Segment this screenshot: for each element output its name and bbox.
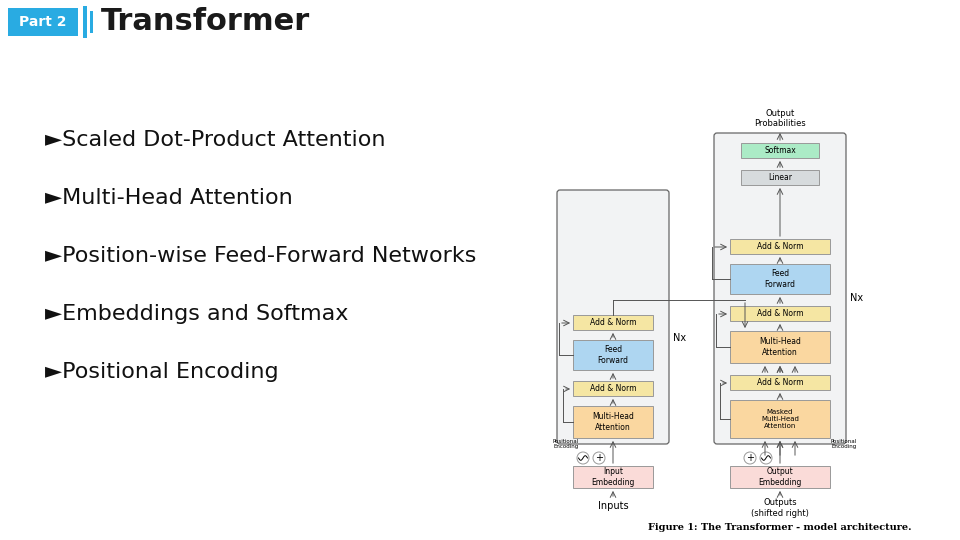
Text: Add & Norm: Add & Norm <box>756 309 804 318</box>
FancyBboxPatch shape <box>741 170 819 185</box>
FancyBboxPatch shape <box>714 133 846 444</box>
FancyBboxPatch shape <box>83 6 87 38</box>
Text: Add & Norm: Add & Norm <box>756 378 804 387</box>
Text: +: + <box>746 453 754 463</box>
Text: Inputs: Inputs <box>598 501 628 511</box>
Text: ►Positional Encoding: ►Positional Encoding <box>45 362 278 382</box>
FancyBboxPatch shape <box>573 381 653 396</box>
FancyBboxPatch shape <box>8 8 78 36</box>
Text: Nx: Nx <box>673 333 686 343</box>
Text: ►Scaled Dot-Product Attention: ►Scaled Dot-Product Attention <box>45 130 386 150</box>
Text: Add & Norm: Add & Norm <box>589 384 636 393</box>
Text: Positional
Encoding: Positional Encoding <box>553 438 579 449</box>
Text: Multi-Head
Attention: Multi-Head Attention <box>759 338 801 357</box>
Circle shape <box>577 452 589 464</box>
FancyBboxPatch shape <box>730 331 830 363</box>
Text: Multi-Head
Attention: Multi-Head Attention <box>592 413 634 431</box>
FancyBboxPatch shape <box>573 466 653 488</box>
FancyBboxPatch shape <box>730 264 830 294</box>
Text: Feed
Forward: Feed Forward <box>597 345 629 364</box>
FancyBboxPatch shape <box>573 406 653 438</box>
FancyBboxPatch shape <box>730 466 830 488</box>
Text: Transformer: Transformer <box>101 8 310 37</box>
Circle shape <box>760 452 772 464</box>
Text: Softmax: Softmax <box>764 146 796 155</box>
Text: Positional
Encoding: Positional Encoding <box>830 438 857 449</box>
Text: Linear: Linear <box>768 173 792 182</box>
Text: Feed
Forward: Feed Forward <box>764 269 796 289</box>
FancyBboxPatch shape <box>730 239 830 254</box>
Circle shape <box>593 452 605 464</box>
FancyBboxPatch shape <box>557 190 669 444</box>
FancyBboxPatch shape <box>730 375 830 390</box>
FancyBboxPatch shape <box>730 400 830 438</box>
Text: Outputs
(shifted right): Outputs (shifted right) <box>751 498 809 518</box>
Circle shape <box>744 452 756 464</box>
FancyBboxPatch shape <box>573 315 653 330</box>
FancyBboxPatch shape <box>730 306 830 321</box>
Text: Output
Probabilities: Output Probabilities <box>755 109 805 128</box>
Text: Input
Embedding: Input Embedding <box>591 467 635 487</box>
Text: Output
Embedding: Output Embedding <box>758 467 802 487</box>
Text: ►Position-wise Feed-Forward Networks: ►Position-wise Feed-Forward Networks <box>45 246 476 266</box>
Text: +: + <box>595 453 603 463</box>
Text: Masked
Multi-Head
Attention: Masked Multi-Head Attention <box>761 409 799 429</box>
FancyBboxPatch shape <box>90 11 93 33</box>
Text: ►Multi-Head Attention: ►Multi-Head Attention <box>45 188 293 208</box>
Text: Part 2: Part 2 <box>19 15 67 29</box>
Text: Add & Norm: Add & Norm <box>589 318 636 327</box>
FancyBboxPatch shape <box>741 143 819 158</box>
Text: Add & Norm: Add & Norm <box>756 242 804 251</box>
FancyBboxPatch shape <box>573 340 653 370</box>
Text: ►Embeddings and Softmax: ►Embeddings and Softmax <box>45 304 348 324</box>
Text: Figure 1: The Transformer - model architecture.: Figure 1: The Transformer - model archit… <box>648 523 912 532</box>
Text: Nx: Nx <box>850 293 863 303</box>
